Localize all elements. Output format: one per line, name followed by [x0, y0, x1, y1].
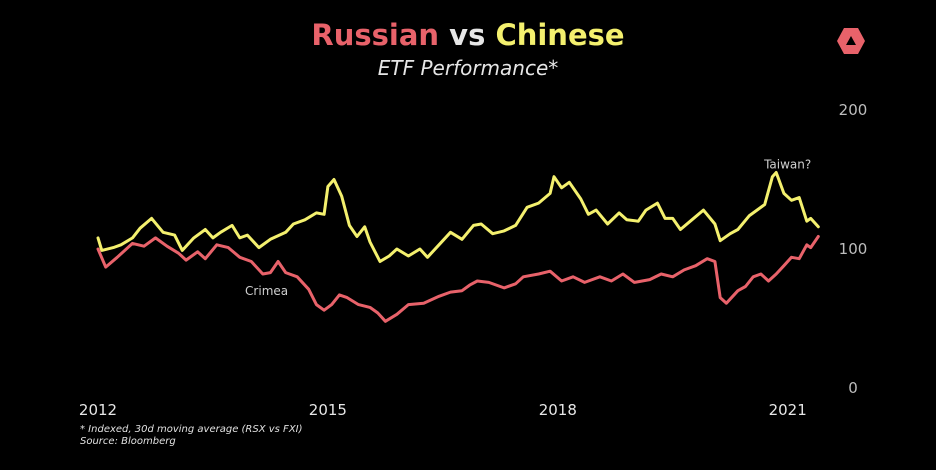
- title-vs: vs: [439, 18, 496, 52]
- footnote: * Indexed, 30d moving average (RSX vs FX…: [80, 424, 303, 448]
- y-tick-label: 0: [848, 379, 858, 397]
- series-line-chinese: [96, 171, 820, 263]
- chart-title: Russian vs Chinese: [0, 18, 936, 52]
- red-hexagon-logo-icon: [837, 28, 865, 54]
- y-tick-label: 200: [839, 101, 868, 119]
- series-line-russian: [96, 235, 820, 323]
- title-chinese: Chinese: [495, 18, 625, 52]
- x-tick-label: 2021: [769, 401, 807, 419]
- chart-subtitle: ETF Performance*: [377, 56, 559, 80]
- y-tick-label: 100: [839, 240, 868, 258]
- title-russian: Russian: [311, 18, 440, 52]
- footnote-note: * Indexed, 30d moving average (RSX vs FX…: [80, 424, 303, 435]
- x-tick-label: 2012: [79, 401, 117, 419]
- annotation-label: Taiwan?: [763, 157, 811, 171]
- footnote-source: Source: Bloomberg: [80, 436, 176, 447]
- annotation-label: Crimea: [245, 284, 288, 298]
- x-tick-label: 2018: [539, 401, 577, 419]
- x-tick-label: 2015: [309, 401, 347, 419]
